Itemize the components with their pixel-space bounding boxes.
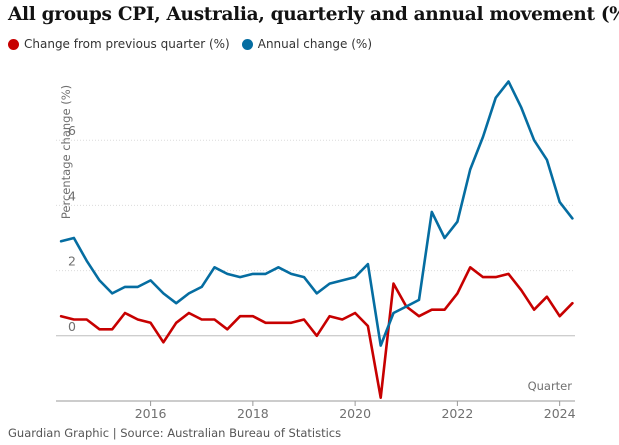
series-line-quarterly bbox=[59, 265, 574, 400]
y-tick-label: 0 bbox=[68, 319, 76, 334]
y-tick-label: 4 bbox=[68, 188, 76, 203]
x-tick-label: 2024 bbox=[544, 406, 576, 421]
y-tick-label: 6 bbox=[68, 123, 76, 138]
legend-item-annual: Annual change (%) bbox=[241, 37, 373, 51]
x-tick-label: 2020 bbox=[339, 406, 371, 421]
legend-item-quarterly: Change from previous quarter (%) bbox=[8, 37, 230, 51]
series-line-annual bbox=[59, 80, 574, 347]
x-tick-label: 2016 bbox=[135, 406, 167, 421]
chart-legend: Change from previous quarter (%) Annual … bbox=[8, 37, 384, 51]
x-axis-title: Quarter bbox=[528, 379, 573, 393]
legend-dot-annual bbox=[241, 38, 253, 50]
legend-label-annual: Annual change (%) bbox=[257, 37, 373, 51]
legend-label-quarterly: Change from previous quarter (%) bbox=[24, 37, 230, 51]
x-tick-label: 2018 bbox=[237, 406, 269, 421]
y-axis-title: Percentage change (%) bbox=[59, 85, 73, 219]
legend-dot-quarterly bbox=[8, 38, 19, 50]
source-credit: Guardian Graphic | Source: Australian Bu… bbox=[8, 426, 342, 440]
x-tick-label: 2022 bbox=[441, 406, 473, 421]
y-tick-label: 2 bbox=[68, 254, 76, 269]
chart-title: All groups CPI, Australia, quarterly and… bbox=[8, 4, 619, 25]
